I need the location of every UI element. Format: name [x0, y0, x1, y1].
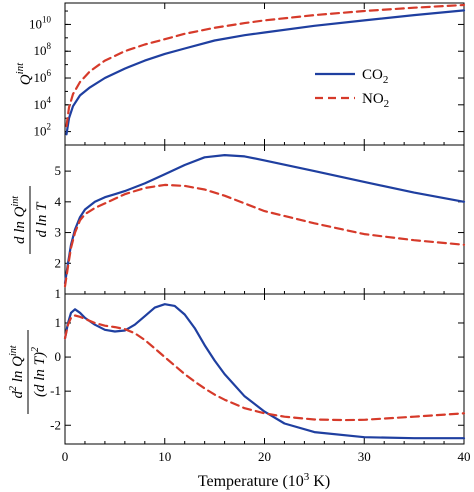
series-line-no2: [63, 314, 466, 422]
y-tick-label: 4: [55, 194, 62, 209]
y-tick-label: 3: [55, 225, 62, 240]
svg-text:d2 ln Qint: d2 ln Qint: [8, 345, 26, 398]
y-tick-label: 1: [55, 286, 62, 301]
legend-label-no2: NO2: [362, 91, 389, 110]
svg-text:d ln T: d ln T: [34, 201, 50, 238]
svg-text:Qint: Qint: [14, 62, 34, 85]
x-tick-label: 20: [258, 449, 271, 464]
y-axis-label-middle: d ln Qint d ln T: [10, 186, 50, 254]
series-line-co2: [63, 154, 466, 285]
panel-top-ticks: 102 104 106 108 1010: [29, 3, 465, 145]
y-tick-label: 1010: [29, 14, 52, 31]
panel-bottom-frame: [64, 293, 465, 445]
panel-middle-series: [63, 154, 466, 288]
y-tick-label: 104: [34, 95, 52, 112]
x-tick-label: 30: [358, 449, 371, 464]
y-tick-label: 106: [34, 68, 52, 85]
panel-middle-ticks: 1 2 3 4 5: [55, 145, 465, 301]
series-line-co2: [63, 303, 466, 440]
x-tick-label: 40: [458, 449, 471, 464]
y-axis-label-top: Qint: [14, 62, 34, 85]
y-tick-label: -2: [50, 417, 61, 432]
series-line-co2: [65, 9, 466, 136]
svg-text:d ln Qint: d ln Qint: [10, 196, 28, 244]
panel-top-frame: [64, 2, 465, 146]
y-tick-label: 102: [34, 122, 52, 139]
y-tick-label: 108: [34, 41, 52, 58]
y-axis-label-bottom: d2 ln Qint (d ln T)2: [8, 330, 48, 414]
y-tick-label: 5: [55, 163, 62, 178]
series-line-no2: [63, 183, 466, 288]
x-axis-label: Temperature (103 K): [198, 471, 330, 490]
x-tick-label: 10: [158, 449, 171, 464]
y-tick-label: 1: [55, 315, 62, 330]
series-line-no2: [65, 3, 466, 128]
panel-middle-frame: [64, 144, 465, 295]
x-tick-label: 0: [62, 449, 69, 464]
legend: CO2 NO2: [315, 67, 389, 110]
svg-text:(d ln T)2: (d ln T)2: [30, 347, 48, 397]
panel-top-series: [65, 3, 466, 136]
y-tick-label: 2: [55, 255, 62, 270]
legend-label-co2: CO2: [362, 67, 388, 86]
panel-bottom-series: [63, 303, 466, 440]
y-tick-label: 0: [55, 349, 62, 364]
panel-bottom-ticks: -2-1010 10 20 30 40: [50, 294, 471, 464]
y-tick-label: -1: [50, 383, 61, 398]
